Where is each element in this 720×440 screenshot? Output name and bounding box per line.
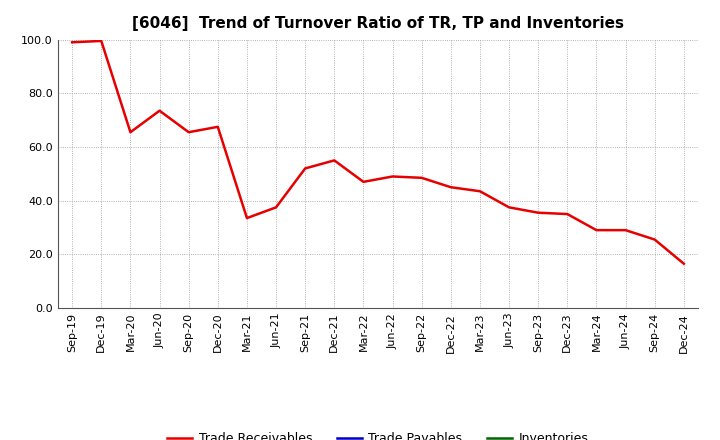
Trade Receivables: [418, 175, 426, 180]
Trade Receivables: [68, 40, 76, 45]
Trade Receivables: [271, 205, 280, 210]
Trade Receivables: [330, 158, 338, 163]
Trade Receivables: [213, 124, 222, 129]
Title: [6046]  Trend of Turnover Ratio of TR, TP and Inventories: [6046] Trend of Turnover Ratio of TR, TP…: [132, 16, 624, 32]
Trade Receivables: [621, 227, 630, 233]
Trade Receivables: [505, 205, 513, 210]
Trade Receivables: [563, 211, 572, 216]
Line: Trade Receivables: Trade Receivables: [72, 41, 684, 264]
Trade Receivables: [680, 261, 688, 266]
Trade Receivables: [243, 216, 251, 221]
Trade Receivables: [446, 185, 455, 190]
Trade Receivables: [97, 38, 106, 44]
Trade Receivables: [388, 174, 397, 179]
Trade Receivables: [301, 166, 310, 171]
Trade Receivables: [476, 189, 485, 194]
Trade Receivables: [156, 108, 164, 114]
Trade Receivables: [126, 129, 135, 135]
Trade Receivables: [534, 210, 543, 215]
Trade Receivables: [184, 129, 193, 135]
Legend: Trade Receivables, Trade Payables, Inventories: Trade Receivables, Trade Payables, Inven…: [163, 427, 593, 440]
Trade Receivables: [359, 179, 368, 184]
Trade Receivables: [592, 227, 600, 233]
Trade Receivables: [650, 237, 659, 242]
